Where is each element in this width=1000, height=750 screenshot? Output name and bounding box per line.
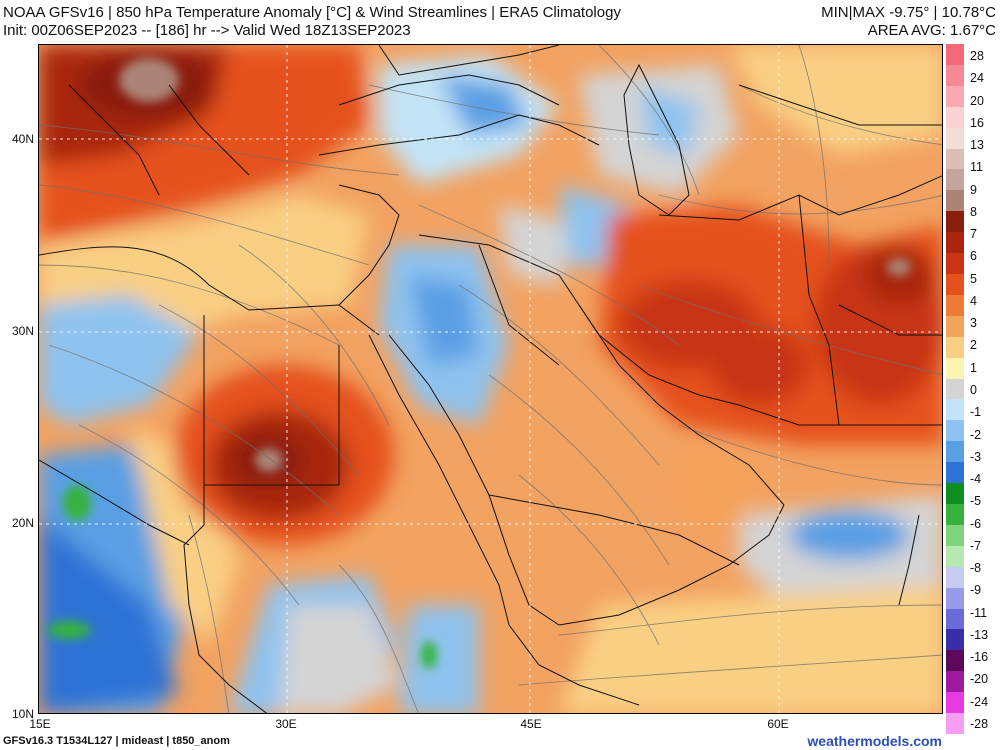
lat-label-10n: 10N (11, 707, 34, 721)
colorbar-swatch (946, 211, 964, 233)
colorbar-tick-label: -13 (970, 627, 989, 642)
colorbar-tick-label: -6 (970, 516, 982, 531)
site-watermark: weathermodels.com (807, 733, 942, 749)
lon-label-15e: 15E (29, 717, 51, 731)
colorbar-tick-label: -16 (970, 650, 989, 665)
colorbar-tick-label: 9 (970, 182, 977, 197)
colorbar-swatch (946, 274, 964, 296)
colorbar-swatch (946, 336, 964, 359)
colorbar-tick-label: -24 (970, 694, 989, 709)
colorbar-swatch (946, 483, 964, 505)
colorbar-swatch (946, 671, 964, 693)
colorbar (946, 44, 964, 735)
colorbar-tick-label: 16 (970, 115, 984, 130)
colorbar-tick-label: -4 (970, 472, 982, 487)
colorbar-swatch (946, 85, 964, 108)
colorbar-swatch (946, 692, 964, 714)
colorbar-tick-label: 13 (970, 138, 984, 153)
colorbar-tick-label: 11 (970, 160, 983, 175)
colorbar-swatch (946, 315, 964, 338)
coastlines-borders (39, 45, 942, 713)
colorbar-tick-label: -2 (970, 427, 982, 442)
colorbar-tick-label: -28 (970, 717, 989, 731)
colorbar-tick-label: -7 (970, 538, 982, 553)
colorbar-tick-label: 0 (970, 383, 977, 397)
colorbar-swatch (946, 524, 964, 547)
colorbar-swatch (946, 441, 964, 463)
area-average-readout: AREA AVG: 1.67°C (867, 22, 996, 39)
colorbar-tick-label: 20 (970, 93, 984, 108)
colorbar-swatch (946, 169, 964, 191)
lon-label-45e: 45E (520, 717, 542, 731)
colorbar-tick-label: 28 (970, 49, 984, 63)
colorbar-tick-label: 2 (970, 338, 977, 353)
colorbar-swatch (946, 64, 964, 87)
colorbar-tick-label: 24 (970, 71, 984, 86)
colorbar-swatch (946, 44, 964, 66)
colorbar-swatch (946, 127, 964, 150)
chart-title: NOAA GFSv16 | 850 hPa Temperature Anomal… (3, 4, 621, 21)
min-max-readout: MIN|MAX -9.75° | 10.78°C (821, 4, 996, 21)
init-valid-line: Init: 00Z06SEP2023 -- [186] hr --> Valid… (3, 22, 411, 39)
colorbar-swatch (946, 148, 964, 170)
colorbar-tick-label: -11 (970, 605, 988, 620)
colorbar-swatch (946, 106, 964, 129)
colorbar-tick-label: -20 (970, 672, 989, 687)
colorbar-swatch (946, 294, 964, 317)
colorbar-swatch (946, 253, 964, 275)
model-info-footer: GFSv16.3 T1534L127 | mideast | t850_anom (3, 735, 230, 747)
lat-label-30n: 30N (11, 324, 34, 338)
wind-streamlines (39, 45, 942, 713)
lon-label-60e: 60E (767, 717, 789, 731)
lon-label-30e: 30E (275, 717, 297, 731)
colorbar-tick-label: 3 (970, 316, 977, 331)
colorbar-tick-label: -5 (970, 494, 982, 509)
colorbar-tick-label: 1 (970, 360, 977, 375)
colorbar-swatch (946, 629, 964, 651)
lat-label-40n: 40N (11, 132, 34, 146)
colorbar-swatch (946, 190, 964, 212)
colorbar-swatch (946, 545, 964, 568)
colorbar-swatch (946, 399, 964, 421)
colorbar-swatch (946, 608, 964, 630)
colorbar-tick-label: 4 (970, 293, 977, 308)
colorbar-swatch (946, 420, 964, 442)
colorbar-swatch (946, 378, 964, 400)
anomaly-map (38, 44, 943, 714)
colorbar-tick-label: -1 (970, 405, 982, 420)
colorbar-swatch (946, 713, 964, 735)
colorbar-tick-label: 6 (970, 249, 977, 264)
colorbar-swatch (946, 357, 964, 380)
colorbar-tick-label: 7 (970, 227, 977, 242)
colorbar-swatch (946, 566, 964, 589)
colorbar-swatch (946, 232, 964, 254)
colorbar-tick-label: -9 (970, 583, 982, 598)
colorbar-swatch (946, 504, 964, 526)
colorbar-swatch (946, 650, 964, 672)
colorbar-tick-label: -3 (970, 449, 982, 464)
anomaly-field (39, 45, 942, 713)
colorbar-swatch (946, 587, 964, 610)
colorbar-swatch (946, 462, 964, 484)
colorbar-tick-label: 5 (970, 271, 977, 286)
colorbar-tick-label: 8 (970, 204, 977, 219)
colorbar-tick-label: -8 (970, 561, 982, 576)
lat-label-20n: 20N (11, 516, 34, 530)
